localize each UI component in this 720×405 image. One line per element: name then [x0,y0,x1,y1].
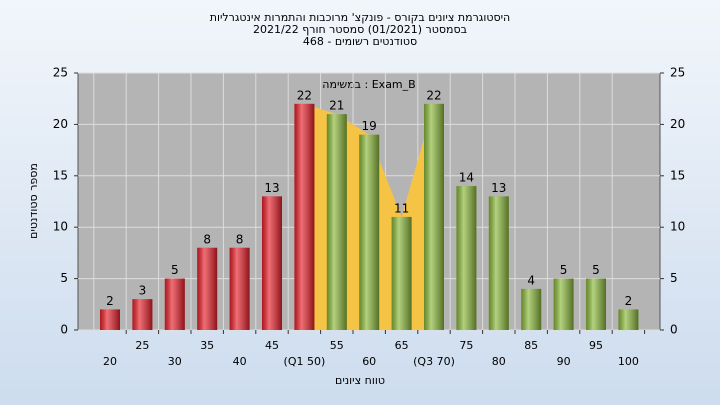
value-label: 22 [426,88,441,102]
bar-shade [359,134,380,330]
chart-subtitle: סטודנטים רשומים - 468 [303,35,417,48]
value-label: 5 [560,263,568,277]
y2-tick-label: 5 [670,271,678,285]
value-label: 13 [491,181,506,195]
y-tick-label: 25 [53,66,68,80]
x-tick-label: 85 [524,339,538,352]
bar-shade [229,247,250,330]
x-tick-label: 60 [362,355,376,368]
x-tick-label: 20 [103,355,117,368]
x-tick-label: 25 [135,339,149,352]
y-axis-label: מספר סטודנטים [27,163,40,239]
bar-shade [164,278,185,330]
value-label: 8 [203,232,211,246]
y-tick-label: 20 [53,117,68,131]
value-label: 3 [139,284,147,298]
x-tick-label: (Q1 50) [284,355,326,368]
y-tick-label: 0 [60,323,68,337]
y-tick-label: 5 [60,271,68,285]
value-label: 13 [264,181,279,195]
x-tick-label: 65 [395,339,409,352]
y2-tick-label: 10 [670,220,685,234]
x-tick-label: 35 [200,339,214,352]
y2-tick-label: 20 [670,117,685,131]
x-tick-label: 95 [589,339,603,352]
bar-shade [197,247,218,330]
x-tick-label: 75 [459,339,473,352]
x-tick-label: 45 [265,339,279,352]
bar-shade [618,309,639,330]
value-label: 5 [171,263,179,277]
bar-shade [424,103,444,330]
chart-subtitle: בסמסטר (01/2021) סמסטר חורף 2021/22 [253,23,467,36]
x-tick-label: 40 [233,355,247,368]
y2-tick-label: 25 [670,66,685,80]
value-label: 14 [459,171,474,185]
bar-shade [586,278,606,330]
x-axis-label: טווח ציונים [335,374,385,387]
bar-shade [553,278,574,330]
value-label: 19 [362,119,377,133]
bar-shade [132,299,153,330]
value-label: 11 [394,201,409,215]
x-tick-label: 80 [492,355,506,368]
bar-shade [456,186,477,330]
value-label: 22 [297,88,312,102]
x-tick-label: 90 [557,355,571,368]
bar-shade [262,196,282,330]
bar-shade [521,288,542,330]
y-tick-label: 10 [53,220,68,234]
x-tick-label: 55 [330,339,344,352]
value-label: 2 [106,294,114,308]
chart-title: היסטוגרמת ציונים בקורס - פונקצ' מרוכבות … [210,11,511,24]
annotation: במשימה : Exam_B [322,78,415,91]
x-tick-label: 30 [168,355,182,368]
bar-shade [100,309,120,330]
value-label: 5 [592,263,600,277]
bar-shade [391,216,412,330]
value-label: 8 [236,232,244,246]
value-label: 2 [625,294,633,308]
x-tick-label: 100 [618,355,639,368]
y-tick-label: 15 [53,168,68,182]
y2-tick-label: 0 [670,323,678,337]
y2-tick-label: 15 [670,168,685,182]
bar-shade [294,103,315,330]
bar-shade [326,114,347,331]
value-label: 21 [329,99,344,113]
value-label: 4 [527,273,535,287]
x-tick-label: (Q3 70) [413,355,455,368]
bar-shade [488,196,509,330]
